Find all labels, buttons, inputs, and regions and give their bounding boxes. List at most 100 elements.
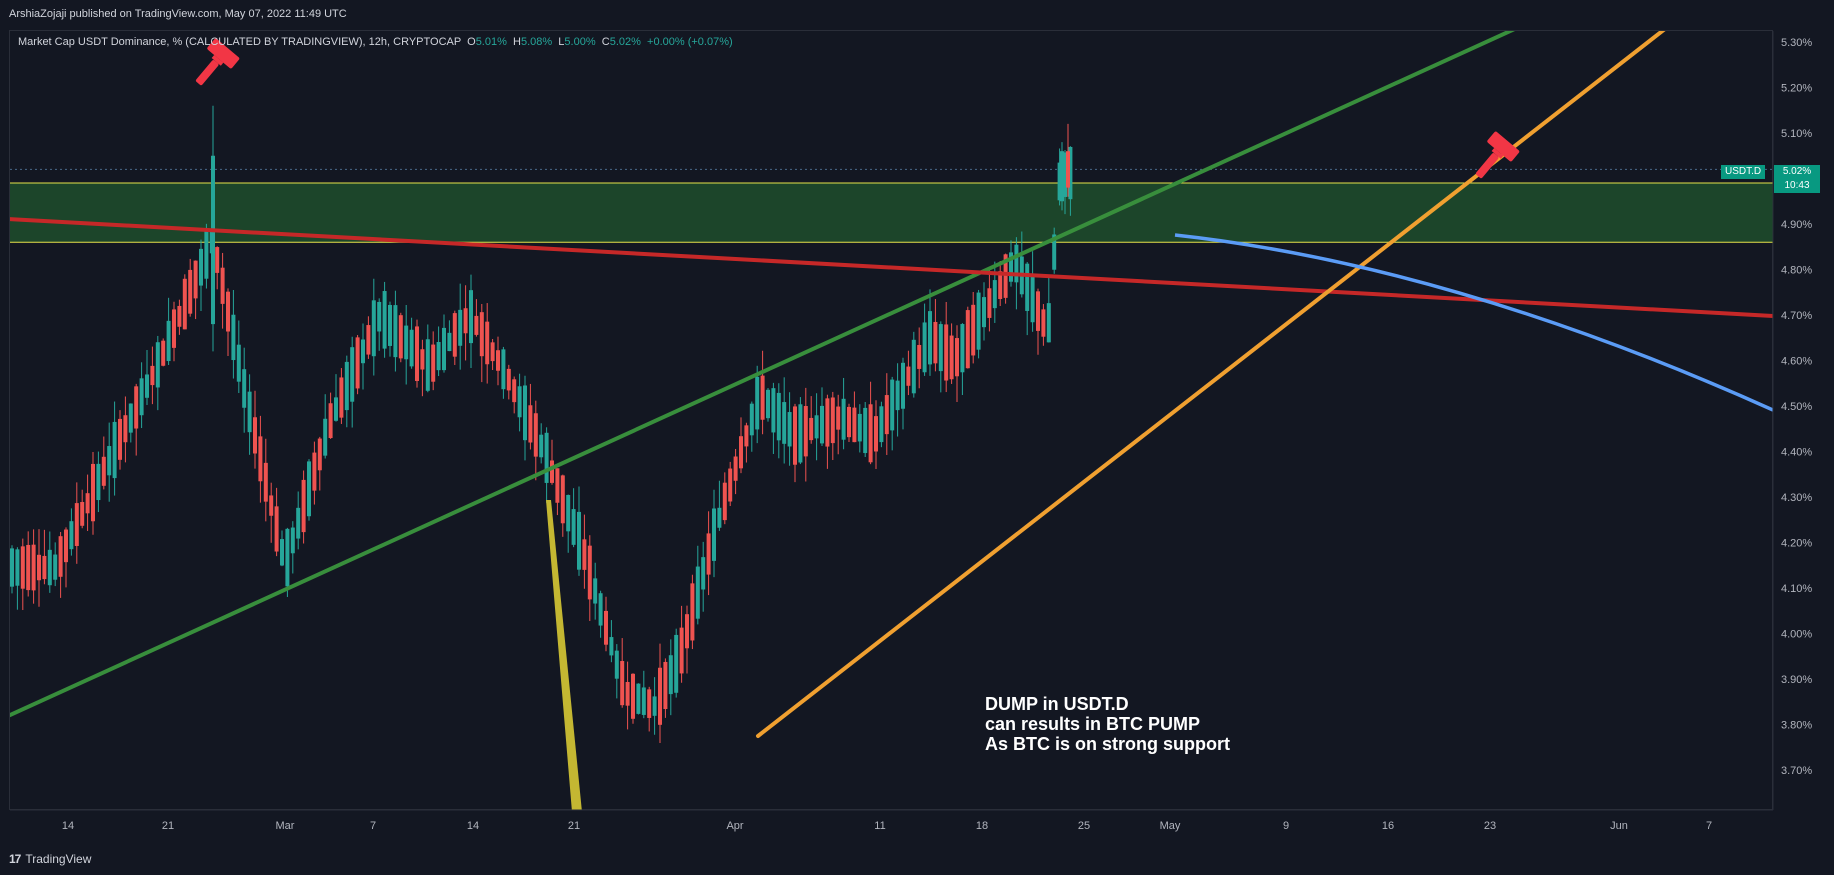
x-tick-label: 18 — [976, 820, 988, 832]
candle-body — [431, 344, 436, 382]
y-tick-label: 4.90% — [1781, 219, 1812, 231]
candle-body — [231, 314, 236, 361]
candle-body — [85, 493, 90, 514]
candle-body — [20, 546, 25, 589]
candle-body — [220, 267, 225, 304]
candle-body — [1014, 244, 1019, 283]
legend-l-value: 5.00% — [564, 36, 596, 48]
resistance-zone — [10, 183, 1773, 243]
last-price-tag: 5.02% — [1774, 165, 1820, 179]
candle-body — [841, 398, 846, 440]
candle-body — [145, 374, 149, 398]
candle-body — [182, 278, 187, 330]
candle-body — [215, 247, 220, 273]
candle-body — [474, 315, 479, 335]
legend-o-value: 5.01% — [475, 36, 507, 48]
candle-body — [836, 406, 841, 430]
candle-body — [47, 549, 52, 586]
candle-body — [388, 304, 392, 346]
candle-body — [371, 300, 376, 357]
candle-body — [652, 696, 657, 716]
candle-body — [74, 503, 79, 546]
x-tick-label: 14 — [467, 820, 479, 832]
candle-body — [496, 350, 500, 371]
candle-body — [863, 407, 868, 454]
y-tick-label: 4.00% — [1781, 629, 1812, 641]
candle-body — [533, 413, 538, 457]
candle-body — [334, 397, 338, 421]
candle-body — [436, 342, 441, 371]
candle-body — [247, 391, 252, 433]
candle-body — [809, 417, 814, 441]
x-tick-label: 21 — [162, 820, 174, 832]
candle-body — [280, 539, 284, 566]
x-tick-label: 16 — [1382, 820, 1394, 832]
candle-body — [690, 583, 695, 641]
y-tick-label: 4.80% — [1781, 265, 1812, 277]
candle-body — [301, 479, 306, 533]
candle-body — [566, 494, 571, 532]
candle-body — [830, 397, 835, 444]
candle-body — [906, 366, 911, 386]
legend-c-value: 5.02% — [609, 36, 641, 48]
candle-body — [555, 468, 560, 503]
candle-body — [458, 309, 463, 346]
candle-body — [80, 502, 85, 526]
candle-body — [263, 462, 268, 502]
candle-body — [112, 421, 117, 479]
candle-body — [620, 661, 625, 706]
legend-o-label: O — [467, 36, 476, 48]
annotation-line-3: As BTC is on strong support — [985, 734, 1230, 754]
candle-body — [285, 528, 290, 587]
x-tick-label: Apr — [726, 820, 743, 832]
candle-body — [393, 305, 398, 358]
candle-body — [712, 508, 716, 561]
candle-body — [776, 392, 781, 441]
candle-body — [69, 521, 74, 550]
candle-body — [755, 376, 760, 430]
tradingview-logo[interactable]: 17 TradingView — [9, 852, 91, 866]
candle-body — [674, 634, 679, 693]
candle-body — [506, 368, 511, 391]
candle-body — [211, 155, 215, 325]
x-tick-label: Mar — [276, 820, 295, 832]
candle-body — [998, 271, 1003, 299]
candle-body — [274, 506, 279, 552]
candle-body — [820, 405, 824, 444]
x-tick-label: 7 — [1706, 820, 1712, 832]
candle-body — [825, 398, 830, 447]
candle-body — [955, 338, 959, 377]
x-tick-label: 11 — [874, 820, 885, 832]
candle-body — [582, 539, 587, 570]
candle-body — [64, 529, 68, 563]
candle-body — [517, 386, 522, 418]
candle-body — [172, 309, 176, 348]
candle-body — [760, 375, 765, 420]
candle-body — [150, 365, 155, 386]
candle-body — [501, 349, 506, 390]
x-tick-label: 9 — [1283, 820, 1289, 832]
candle-body — [490, 342, 495, 362]
candle-body — [355, 337, 360, 389]
candle-body — [965, 310, 970, 369]
candle-body — [782, 402, 787, 444]
candle-body — [58, 536, 63, 577]
candle-body — [442, 327, 446, 371]
candle-body — [550, 460, 554, 483]
candle-body — [193, 260, 198, 299]
candle-body — [577, 511, 581, 570]
candle-body — [258, 436, 263, 482]
candle-body — [377, 301, 382, 332]
candle-body — [571, 509, 576, 545]
candle-body — [479, 312, 484, 357]
candle-body — [269, 495, 274, 516]
candle-body — [242, 369, 247, 408]
x-tick-label: 7 — [370, 820, 376, 832]
hammer-marker-icon — [1475, 131, 1520, 179]
legend-change: +0.00% (+0.07%) — [647, 36, 733, 48]
candle-body — [798, 404, 803, 463]
candle-body — [803, 406, 808, 457]
candle-body — [1063, 152, 1067, 197]
candle-body — [992, 280, 997, 309]
